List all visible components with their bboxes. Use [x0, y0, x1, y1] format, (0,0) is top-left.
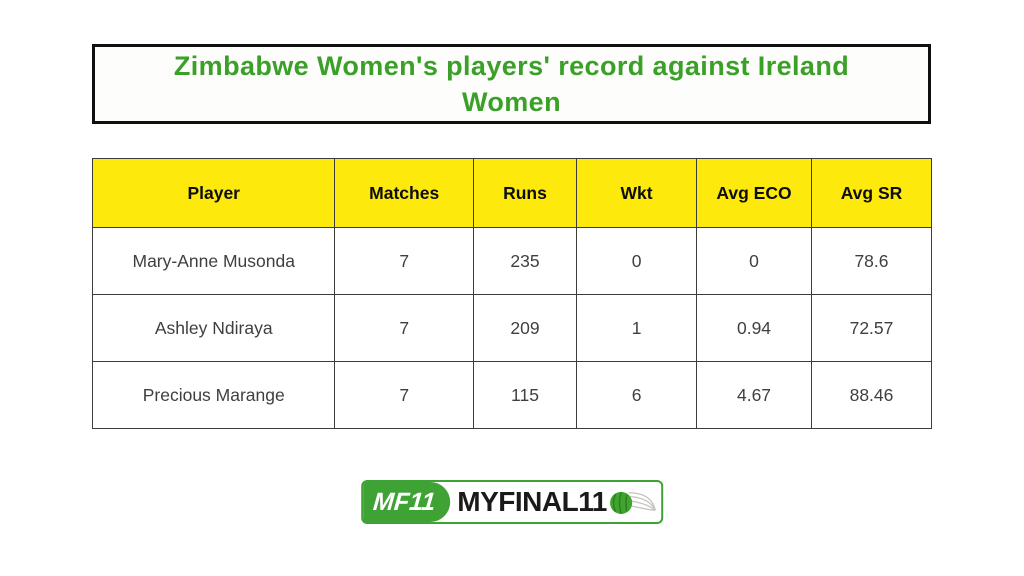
cell-wkt: 6 [576, 361, 698, 429]
cell-avg-sr: 78.6 [810, 227, 933, 295]
cell-player: Precious Marange [91, 361, 336, 429]
cell-wkt: 1 [576, 294, 698, 362]
table-row: Precious Marange 7 115 6 4.67 88.46 [91, 361, 933, 429]
title-box: Zimbabwe Women's players' record against… [92, 44, 931, 124]
cricket-ball-icon [609, 491, 656, 514]
cell-wkt: 0 [576, 227, 698, 295]
cell-avg-eco: 0 [696, 227, 812, 295]
column-header-runs: Runs [472, 158, 578, 228]
table-body: Mary-Anne Musonda 7 235 0 0 78.6 Ashley … [91, 227, 933, 429]
column-header-wkt: Wkt [576, 158, 698, 228]
table-row: Mary-Anne Musonda 7 235 0 0 78.6 [91, 227, 933, 295]
cell-avg-eco: 4.67 [696, 361, 812, 429]
cell-matches: 7 [334, 294, 474, 362]
cell-avg-sr: 72.57 [810, 294, 933, 362]
column-header-avg-sr: Avg SR [810, 158, 933, 228]
column-header-avg-eco: Avg ECO [696, 158, 812, 228]
brand-text: MYFINAL11 [457, 486, 607, 517]
cell-avg-eco: 0.94 [696, 294, 812, 362]
cell-runs: 235 [472, 227, 578, 295]
cell-matches: 7 [334, 227, 474, 295]
myfinal11-logo: MF11 MYFINAL11 [361, 480, 663, 524]
table-header-row: Player Matches Runs Wkt Avg ECO Avg SR [91, 158, 933, 228]
cell-avg-sr: 88.46 [810, 361, 933, 429]
mf11-badge: MF11 [363, 482, 451, 522]
cell-runs: 209 [472, 294, 578, 362]
cell-player: Mary-Anne Musonda [91, 227, 336, 295]
column-header-player: Player [91, 158, 336, 228]
mf11-badge-text: MF11 [372, 487, 437, 516]
column-header-matches: Matches [334, 158, 474, 228]
cell-matches: 7 [334, 361, 474, 429]
table-row: Ashley Ndiraya 7 209 1 0.94 72.57 [91, 294, 933, 362]
cell-runs: 115 [472, 361, 578, 429]
page-title: Zimbabwe Women's players' record against… [173, 51, 850, 117]
cell-player: Ashley Ndiraya [91, 294, 336, 362]
table-header: Player Matches Runs Wkt Avg ECO Avg SR [91, 158, 933, 228]
stats-table: Player Matches Runs Wkt Avg ECO Avg SR M… [91, 158, 933, 429]
